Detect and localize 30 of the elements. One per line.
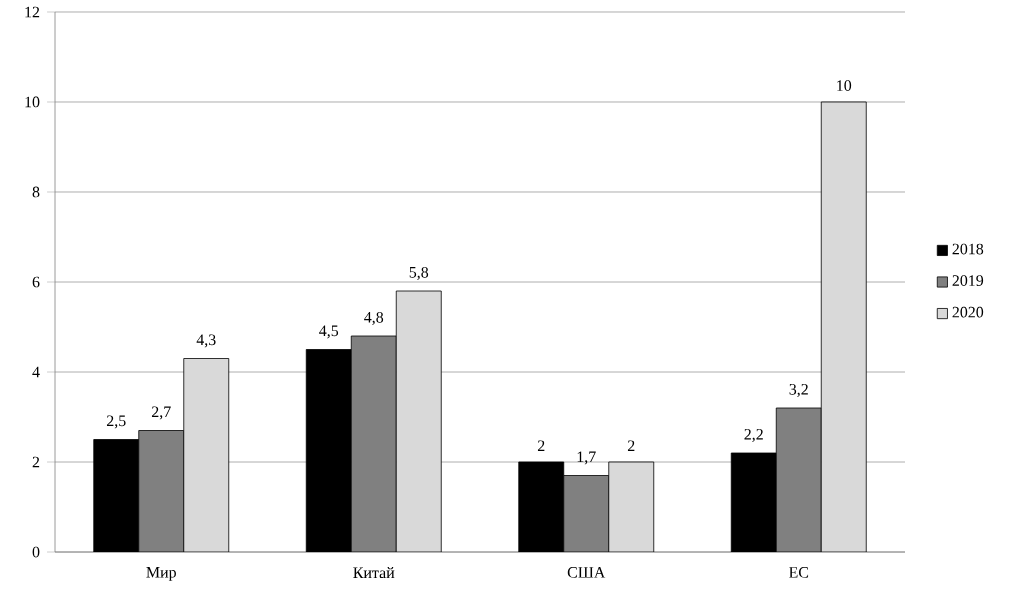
x-tick-label: США xyxy=(567,567,606,578)
data-label: 3,2 xyxy=(789,383,808,397)
data-label: 5,8 xyxy=(409,266,429,280)
data-label: 2 xyxy=(537,440,545,451)
data-label: 4,8 xyxy=(364,311,384,325)
legend-label: 2018 xyxy=(952,243,984,255)
x-tick-label: ЕС xyxy=(789,567,809,578)
x-tick-label: Мир xyxy=(146,567,176,581)
data-label: 2,2 xyxy=(744,428,763,442)
y-tick-label: 0 xyxy=(32,546,40,558)
legend-label: 2019 xyxy=(952,275,984,286)
y-tick-label: 8 xyxy=(32,186,40,198)
data-label: 1,7 xyxy=(577,451,596,465)
y-tick-label: 6 xyxy=(32,276,40,288)
y-tick-label: 4 xyxy=(32,366,40,378)
y-tick-label: 10 xyxy=(25,96,40,108)
bar xyxy=(820,101,867,552)
data-label: 10 xyxy=(837,80,852,91)
data-label: 2 xyxy=(627,440,635,451)
y-tick-label: 12 xyxy=(25,6,40,18)
bar xyxy=(395,290,442,552)
data-label: 4,3 xyxy=(196,334,216,348)
bar xyxy=(608,461,655,552)
x-tick-label: Китай xyxy=(353,567,395,579)
legend-label: 2020 xyxy=(952,306,984,318)
data-label: 4,5 xyxy=(319,325,339,339)
bar xyxy=(183,358,230,552)
y-tick-label: 2 xyxy=(32,456,40,468)
data-label: 2,5 xyxy=(106,415,126,429)
data-label: 2,7 xyxy=(151,406,171,420)
